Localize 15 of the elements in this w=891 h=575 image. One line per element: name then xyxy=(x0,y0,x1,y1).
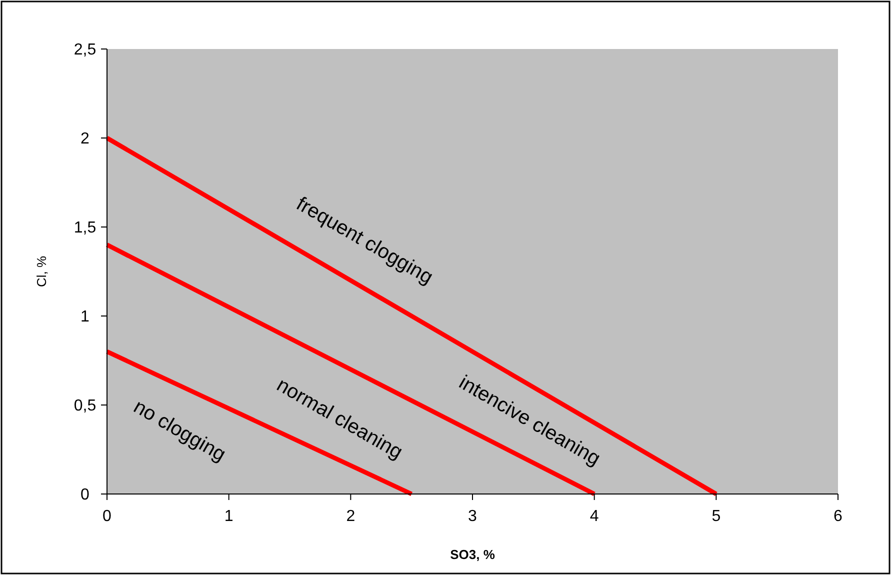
y-tick-label: 0,5 xyxy=(74,398,96,415)
y-tick-label: 1 xyxy=(80,308,90,326)
y-tick-label: 0 xyxy=(80,486,90,504)
y-tick-label: 1,5 xyxy=(74,220,96,237)
y-tick-label: 2,5 xyxy=(74,42,96,59)
y-axis-title: Cl, % xyxy=(34,256,49,288)
x-tick-label: 0 xyxy=(102,508,112,525)
x-tick-label: 4 xyxy=(590,508,599,525)
x-tick-label: 2 xyxy=(346,508,356,525)
x-axis-title: SO3, % xyxy=(450,547,496,562)
x-tick-label: 1 xyxy=(224,508,234,525)
x-tick-label: 3 xyxy=(468,508,478,525)
x-tick-label: 6 xyxy=(834,508,843,525)
y-tick-label: 2 xyxy=(80,130,90,148)
x-tick-label: 5 xyxy=(712,508,721,525)
